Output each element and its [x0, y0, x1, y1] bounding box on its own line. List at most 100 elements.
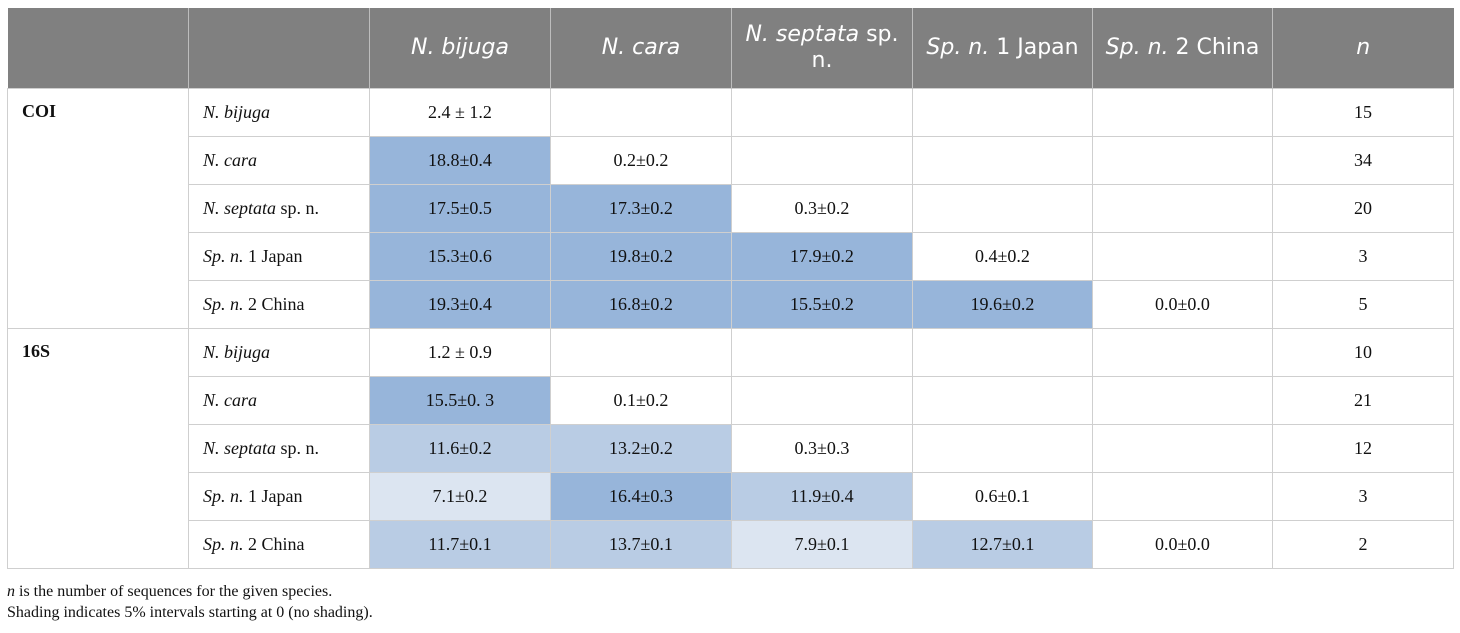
column-header-italic: Sp. n. [926, 35, 990, 60]
row-label: N. septata sp. n. [188, 184, 370, 233]
sequence-count: 21 [1272, 376, 1454, 425]
column-header-italic: Sp. n. [1105, 35, 1169, 60]
distance-cell: 15.5±0. 3 [369, 376, 551, 425]
row-label: Sp. n. 1 Japan [188, 472, 370, 521]
sequence-count: 10 [1272, 328, 1454, 377]
distance-cell: 15.5±0.2 [731, 280, 913, 329]
distance-cell: 19.3±0.4 [369, 280, 551, 329]
row-label-text: 1 Japan [243, 246, 303, 266]
distance-cell [731, 376, 913, 425]
distance-cell: 17.9±0.2 [731, 232, 913, 281]
sequence-count: 20 [1272, 184, 1454, 233]
row-label-italic: N. septata [203, 198, 277, 218]
distance-cell: 7.9±0.1 [731, 520, 913, 569]
column-header-italic: n [1356, 35, 1371, 60]
column-header: N. septata sp. n. [731, 8, 913, 89]
row-label: Sp. n. 2 China [188, 280, 370, 329]
row-label-italic: N. cara [203, 150, 257, 170]
gene-label: 16S [7, 328, 189, 569]
distance-cell [731, 136, 913, 185]
distance-cell: 0.3±0.3 [731, 424, 913, 473]
column-header-italic: N. bijuga [410, 35, 510, 60]
distance-cell [731, 88, 913, 137]
table-body: COI N. bijuga 2.4 ± 1.2 15 N. cara 18.8±0.4 0.… [7, 88, 1454, 569]
distance-cell: 19.6±0.2 [912, 280, 1093, 329]
table-row: COI N. bijuga 2.4 ± 1.2 15 [7, 88, 1454, 329]
distance-cell: 17.5±0.5 [369, 184, 551, 233]
distance-cell [1092, 424, 1273, 473]
column-header-italic: N. septata [745, 22, 860, 47]
footnote-1: n is the number of sequences for the giv… [7, 583, 333, 600]
distance-cell: 0.1±0.2 [550, 376, 732, 425]
column-header: N. cara [550, 8, 732, 89]
distance-cell [1092, 376, 1273, 425]
distance-cell: 1.2 ± 0.9 [369, 328, 551, 377]
distance-cell [912, 376, 1093, 425]
distance-cell [1092, 136, 1273, 185]
distance-table: N. bijuga N. cara N. septata sp. n. Sp. n. … [7, 8, 1454, 569]
column-header: Sp. n. 1 Japan [912, 8, 1093, 89]
sequence-count: 3 [1272, 472, 1454, 521]
column-header-italic: N. cara [601, 35, 681, 60]
distance-cell: 16.8±0.2 [550, 280, 732, 329]
column-header: N. bijuga [369, 8, 551, 89]
distance-cell [912, 424, 1093, 473]
row-label: Sp. n. 1 Japan [188, 232, 370, 281]
distance-cell [912, 88, 1093, 137]
table-row: Sp. n. 2 China 11.7±0.1 13.7±0.1 7.9±0.1 12.… [8, 520, 1454, 569]
distance-cell: 19.8±0.2 [550, 232, 732, 281]
distance-cell [550, 88, 732, 137]
table-row: N. septata sp. n. 17.5±0.5 17.3±0.2 0.3±0.2… [8, 184, 1454, 233]
distance-cell [1092, 184, 1273, 233]
column-header: Sp. n. 2 China [1092, 8, 1273, 89]
table-footnotes: n is the number of sequences for the giv… [7, 581, 373, 623]
row-label: Sp. n. 2 China [188, 520, 370, 569]
row-label-italic: Sp. n. [203, 534, 244, 554]
row-label-text: 2 China [243, 294, 305, 314]
distance-cell: 12.7±0.1 [912, 520, 1093, 569]
distance-cell: 7.1±0.2 [369, 472, 551, 521]
distance-cell: 11.6±0.2 [369, 424, 551, 473]
distance-cell: 13.2±0.2 [550, 424, 732, 473]
header-corner [7, 8, 189, 89]
row-label-italic: N. septata [203, 438, 277, 458]
row-label-italic: N. bijuga [203, 342, 271, 362]
row-label-italic: Sp. n. [203, 486, 244, 506]
distance-cell [731, 328, 913, 377]
table-row: 16S N. bijuga 1.2 ± 0.9 10 [7, 328, 1454, 569]
distance-cell: 0.0±0.0 [1092, 280, 1273, 329]
column-header-text: 1 Japan [989, 35, 1079, 60]
column-header-text: 2 China [1168, 35, 1260, 60]
distance-cell [912, 136, 1093, 185]
row-label: N. cara [188, 136, 370, 185]
table-row: Sp. n. 1 Japan 15.3±0.6 19.8±0.2 17.9±0.2 0.… [8, 232, 1454, 281]
gene-label: COI [7, 88, 189, 329]
row-label: N. cara [188, 376, 370, 425]
distance-cell: 15.3±0.6 [369, 232, 551, 281]
row-label-text: sp. n. [276, 438, 320, 458]
sequence-count: 15 [1272, 88, 1454, 137]
distance-cell [1092, 232, 1273, 281]
sequence-count: 12 [1272, 424, 1454, 473]
distance-cell [912, 184, 1093, 233]
row-label-italic: N. cara [203, 390, 257, 410]
sequence-count: 34 [1272, 136, 1454, 185]
row-label: N. bijuga [188, 88, 370, 137]
table-row: Sp. n. 1 Japan 7.1±0.2 16.4±0.3 11.9±0.4 0.6… [8, 472, 1454, 521]
column-header-text: sp. n. [811, 22, 899, 73]
distance-cell: 0.6±0.1 [912, 472, 1093, 521]
distance-cell: 0.4±0.2 [912, 232, 1093, 281]
row-label: N. bijuga [188, 328, 370, 377]
row-label-italic: Sp. n. [203, 294, 244, 314]
row-label-text: 1 Japan [243, 486, 303, 506]
table-row: N. cara 15.5±0. 3 0.1±0.2 21 [8, 376, 1454, 425]
distance-cell: 16.4±0.3 [550, 472, 732, 521]
row-label-italic: Sp. n. [203, 246, 244, 266]
row-label-text: sp. n. [276, 198, 320, 218]
table-row: N. septata sp. n. 11.6±0.2 13.2±0.2 0.3±0.3… [8, 424, 1454, 473]
distance-cell [912, 328, 1093, 377]
distance-cell: 11.9±0.4 [731, 472, 913, 521]
distance-cell [1092, 472, 1273, 521]
sequence-count: 5 [1272, 280, 1454, 329]
distance-cell: 2.4 ± 1.2 [369, 88, 551, 137]
